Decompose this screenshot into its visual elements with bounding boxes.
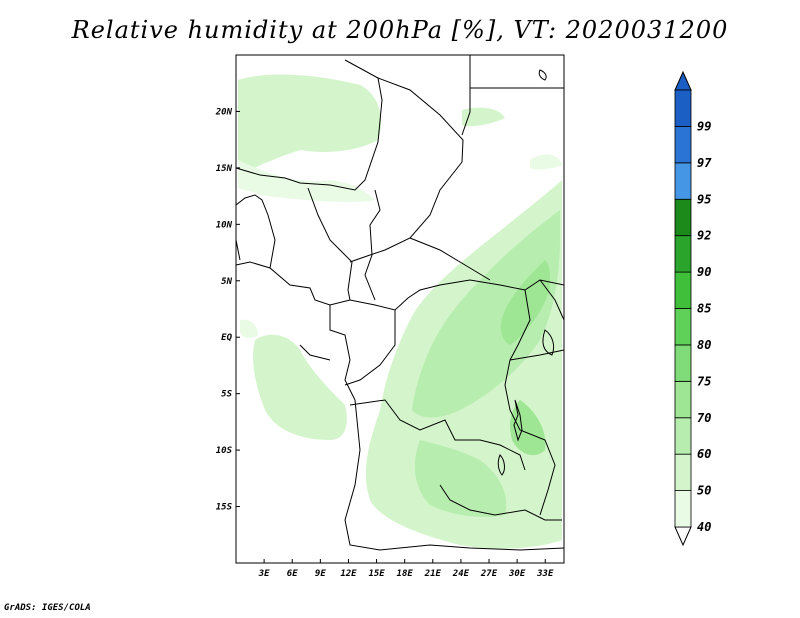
- lon-tick-label: 12E: [340, 569, 357, 579]
- colorbar: 40 50 60 70 75 80 85 90 92 95 97 99: [674, 70, 712, 547]
- lon-tick-label: 21E: [424, 569, 442, 579]
- lat-tick-label: 15S: [216, 503, 233, 513]
- lon-tick-label: 33E: [536, 569, 554, 579]
- colorbar-swatch: [674, 198, 692, 237]
- colorbar-label: 99: [697, 119, 711, 133]
- lon-ticks: 3E 6E 9E 12E 15E 18E 21E 24E 27E 30E 33E: [258, 559, 554, 579]
- map-frame: [235, 54, 565, 564]
- colorbar-swatch: [674, 490, 692, 528]
- colorbar-swatch: [674, 162, 692, 200]
- map-panel: 20N 15N 10N 5N EQ 5S 10S 15S 3E 6E 9E 12E 15E 18E 21E…: [215, 54, 565, 579]
- chart-title: Relative humidity at 200hPa [%], VT: 202…: [71, 16, 729, 44]
- lon-tick-label: 15E: [368, 569, 385, 579]
- lon-tick-label: 30E: [508, 569, 526, 579]
- lon-tick-label: 6E: [287, 569, 298, 579]
- colorbar-label: 97: [697, 156, 712, 170]
- grads-credit: GrADS: IGES/COLA: [4, 603, 91, 613]
- colorbar-label: 92: [697, 229, 711, 243]
- lat-tick-label: 5S: [221, 390, 232, 400]
- lon-tick-label: 18E: [397, 569, 414, 579]
- lon-tick-label: 27E: [480, 569, 498, 579]
- lon-tick-label: 24E: [452, 569, 470, 579]
- lat-tick-label: 10S: [216, 446, 233, 456]
- humidity-shading: [238, 74, 562, 549]
- colorbar-swatch: [674, 235, 692, 273]
- colorbar-label: 80: [697, 338, 711, 352]
- lat-tick-label: 10N: [216, 220, 233, 230]
- colorbar-swatch: [674, 453, 692, 491]
- colorbar-label: 95: [697, 192, 711, 206]
- colorbar-label: 90: [697, 265, 711, 279]
- colorbar-swatch: [674, 89, 692, 127]
- colorbar-swatch: [674, 344, 692, 382]
- lat-ticks: 20N 15N 10N 5N EQ 5S 10S 15S: [215, 107, 240, 513]
- lat-tick-label: 20N: [215, 107, 233, 117]
- colorbar-swatch: [674, 271, 692, 309]
- colorbar-bottom-arrow: [674, 526, 692, 547]
- colorbar-label: 85: [697, 302, 711, 316]
- lon-tick-label: 9E: [315, 569, 326, 579]
- lat-tick-label: 5N: [221, 277, 232, 287]
- colorbar-label: 60: [697, 447, 711, 461]
- colorbar-top-arrow: [674, 70, 692, 91]
- colorbar-label: 40: [697, 520, 711, 534]
- colorbar-label: 75: [697, 374, 711, 388]
- lon-tick-label: 3E: [258, 569, 270, 579]
- colorbar-label: 50: [697, 484, 711, 498]
- lat-tick-label: 15N: [216, 164, 233, 174]
- colorbar-swatch: [674, 126, 692, 164]
- colorbar-label: 70: [697, 411, 711, 425]
- colorbar-swatch: [674, 417, 692, 455]
- country-boundaries: [235, 55, 565, 551]
- colorbar-swatch: [674, 308, 692, 346]
- lat-tick-label: EQ: [221, 333, 232, 343]
- colorbar-swatch: [674, 380, 692, 419]
